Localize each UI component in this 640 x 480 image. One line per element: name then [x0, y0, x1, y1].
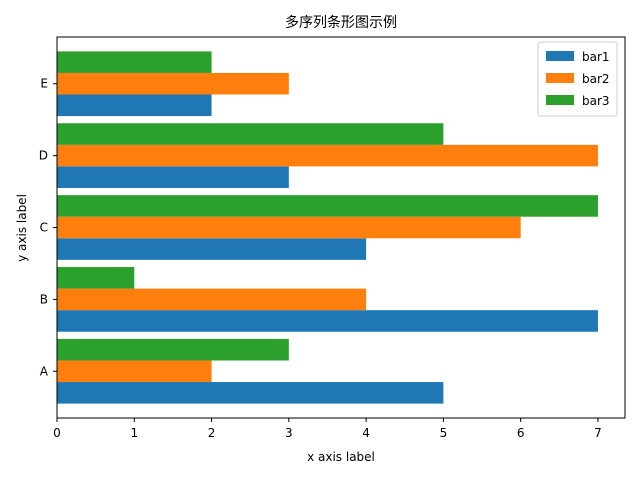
bar-bar2-B	[57, 288, 367, 311]
legend-swatch-bar2	[546, 73, 574, 83]
bar-bar2-A	[57, 360, 212, 383]
y-tick-label-C: C	[40, 221, 48, 235]
legend-swatch-bar1	[546, 51, 574, 61]
legend-label-bar1: bar1	[582, 50, 610, 64]
x-tick-label-0: 0	[53, 426, 61, 440]
bar-bar3-E	[57, 51, 212, 73]
bars-group	[57, 51, 598, 404]
bar-bar1-A	[57, 382, 444, 404]
chart-title: 多序列条形图示例	[285, 14, 397, 31]
bar-bar3-B	[57, 267, 135, 289]
bar-bar1-C	[57, 238, 367, 260]
bar-bar3-A	[57, 338, 289, 361]
legend-label-bar2: bar2	[582, 72, 610, 86]
x-tick-label-3: 3	[285, 426, 293, 440]
bar-bar1-D	[57, 166, 289, 188]
x-axis-title: x axis label	[307, 450, 375, 464]
legend: bar1 bar2 bar3	[537, 41, 618, 117]
y-tick-label-D: D	[39, 149, 48, 163]
legend-label-bar3: bar3	[582, 94, 610, 108]
y-axis: A B C D E	[39, 77, 57, 378]
x-tick-label-4: 4	[362, 426, 370, 440]
y-tick-label-E: E	[40, 77, 48, 91]
y-axis-title: y axis label	[15, 194, 29, 262]
x-tick-label-5: 5	[440, 426, 448, 440]
bar-bar2-C	[57, 216, 521, 239]
x-tick-label-2: 2	[208, 426, 216, 440]
bar-bar2-D	[57, 144, 598, 167]
bar-bar1-B	[57, 310, 598, 332]
x-axis: 0 1 2 3 4 5 6 7	[53, 418, 602, 440]
bar-bar3-C	[57, 195, 598, 217]
legend-swatch-bar3	[546, 95, 574, 105]
bar-bar2-E	[57, 72, 289, 95]
bar-bar1-E	[57, 94, 212, 117]
bar-bar3-D	[57, 123, 444, 145]
x-tick-label-6: 6	[517, 426, 525, 440]
x-tick-label-7: 7	[594, 426, 602, 440]
y-tick-label-B: B	[40, 292, 48, 306]
y-tick-label-A: A	[40, 364, 49, 378]
x-tick-label-1: 1	[130, 426, 138, 440]
